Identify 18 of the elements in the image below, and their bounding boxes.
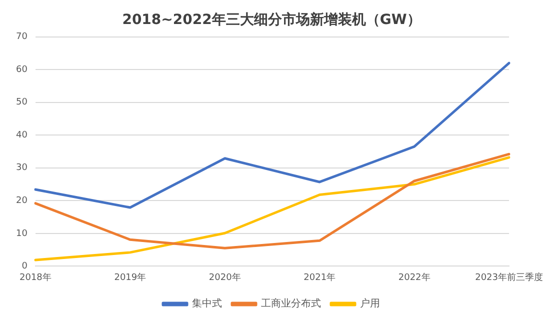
x-tick-label: 2020年 <box>208 272 241 283</box>
y-tick-label: 40 <box>16 130 28 140</box>
y-tick-label: 20 <box>16 196 28 206</box>
legend-label: 集中式 <box>192 298 222 310</box>
x-tick-label: 2023年前三季度 <box>475 272 543 283</box>
x-tick-label: 2019年 <box>114 272 146 283</box>
legend-label: 户用 <box>360 298 380 310</box>
y-tick-label: 0 <box>22 262 28 272</box>
x-tick-label: 2018年 <box>20 272 52 283</box>
chart-title: 2018~2022年三大细分市场新增装机（GW） <box>122 11 421 28</box>
y-tick-label: 50 <box>16 98 28 108</box>
y-tick-label: 10 <box>16 228 28 239</box>
legend-label: 工商业分布式 <box>261 298 321 310</box>
y-tick-label: 60 <box>16 64 28 75</box>
x-tick-label: 2022年 <box>398 272 430 283</box>
x-tick-label: 2021年 <box>304 272 336 283</box>
y-tick-label: 70 <box>16 32 28 42</box>
y-tick-label: 30 <box>16 163 28 174</box>
